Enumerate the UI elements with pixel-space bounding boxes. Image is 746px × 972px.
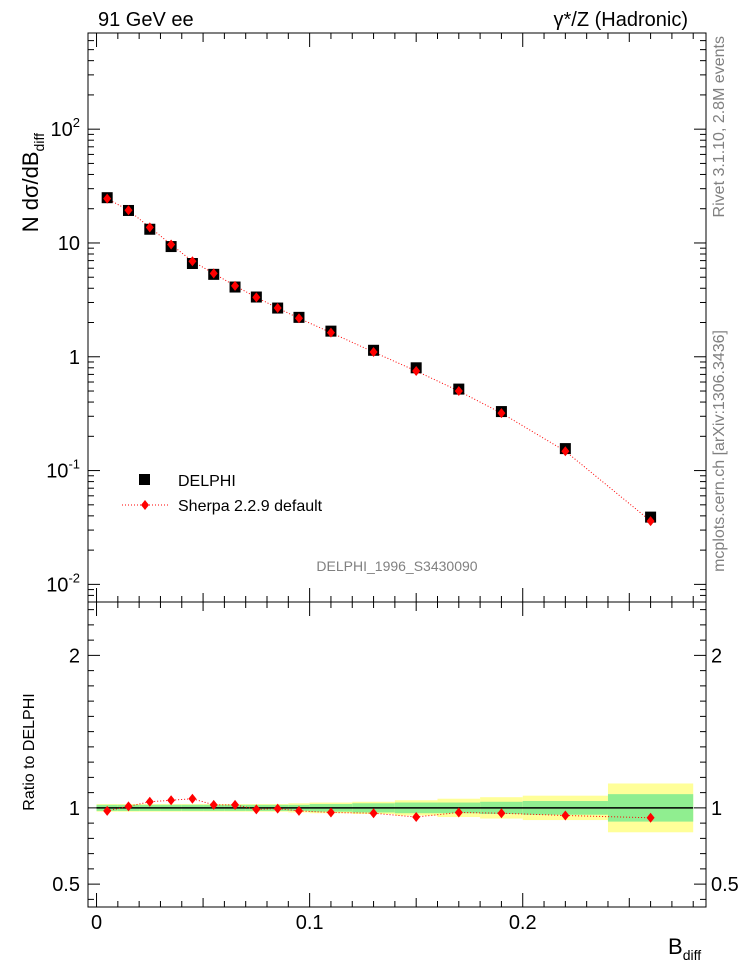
mc-point (124, 205, 133, 216)
ratio-point (412, 812, 421, 823)
mc-point (326, 327, 335, 338)
legend-data-marker (139, 474, 150, 485)
legend-data-label: DELPHI (178, 473, 236, 490)
mc-point (294, 313, 303, 324)
legend-mc-marker (141, 500, 149, 510)
x-tick-label: 0.1 (296, 912, 324, 934)
axis-ticks: 10-2 10-1 1 10 102 0.5 0.5 1 1 2 2 0 0.1 0.2 (46, 32, 739, 934)
mc-point (188, 256, 197, 267)
mc-point (369, 347, 378, 358)
ratio-point (273, 803, 282, 814)
mc-point (231, 280, 240, 291)
ratio-point (124, 801, 133, 812)
ratio-series-line (107, 798, 651, 819)
main-y-tick-label: 1 (69, 347, 80, 369)
ratio-point (369, 808, 378, 819)
mc-point (497, 408, 506, 419)
ratio-point (294, 805, 303, 816)
ratio-y-tick-label-right: 0.5 (711, 874, 739, 896)
main-y-axis-label: N dσ/dBdiff (18, 133, 47, 232)
mc-point (103, 193, 112, 204)
ratio-point (252, 804, 261, 815)
main-y-tick-label: 10-2 (46, 570, 80, 596)
ratio-point (209, 799, 218, 810)
x-axis-label: Bdiff (668, 934, 701, 963)
legend: DELPHI Sherpa 2.2.9 default (122, 473, 323, 515)
mc-point (167, 239, 176, 250)
ratio-point (231, 799, 240, 810)
ratio-line (103, 793, 655, 823)
mc-point (145, 222, 154, 233)
ratio-point (145, 796, 154, 807)
ratio-y-tick-label-right: 1 (711, 798, 722, 820)
ratio-point (561, 810, 570, 821)
ratio-plot-frame (87, 601, 707, 908)
header-right-label: γ*/Z (Hadronic) (554, 9, 688, 31)
ratio-point (103, 805, 112, 816)
ratio-y-tick-label: 1 (69, 798, 80, 820)
mcplots-credit-label: mcplots.cern.ch [arXiv:1306.3436] (711, 330, 728, 572)
ratio-point (188, 793, 197, 804)
main-y-tick-label: 10 (58, 233, 80, 255)
mc-point (273, 303, 282, 314)
x-tick-label: 0 (91, 912, 102, 934)
mc-point (412, 365, 421, 376)
mc-line (106, 198, 651, 522)
mc-markers (103, 193, 655, 527)
ratio-y-axis-label: Ratio to DELPHI (21, 693, 38, 810)
header-left-label: 91 GeV ee (98, 9, 194, 31)
mc-point (454, 386, 463, 397)
mc-series-line (106, 198, 651, 522)
legend-mc-label: Sherpa 2.2.9 default (178, 498, 323, 515)
ratio-uncertainty-bands (96, 783, 694, 833)
ratio-y-tick-label: 2 (69, 645, 80, 667)
main-plot-frame (87, 32, 707, 603)
x-tick-label: 0.2 (509, 912, 537, 934)
ratio-point (497, 808, 506, 819)
analysis-label: DELPHI_1996_S3430090 (316, 558, 477, 574)
mc-point (646, 516, 655, 527)
main-y-tick-label: 10-1 (46, 457, 80, 483)
ratio-point (167, 795, 176, 806)
ratio-point (454, 807, 463, 818)
ratio-point (646, 812, 655, 823)
mc-point (209, 268, 218, 279)
plot-frames (87, 32, 707, 908)
ratio-y-tick-label: 0.5 (52, 874, 80, 896)
ratio-y-tick-label-right: 2 (711, 645, 722, 667)
mc-point (252, 292, 261, 303)
mc-point (561, 446, 570, 457)
ratio-point (326, 807, 335, 818)
rivet-version-label: Rivet 3.1.10, 2.8M events (711, 36, 728, 217)
main-y-tick-label: 102 (51, 115, 80, 141)
